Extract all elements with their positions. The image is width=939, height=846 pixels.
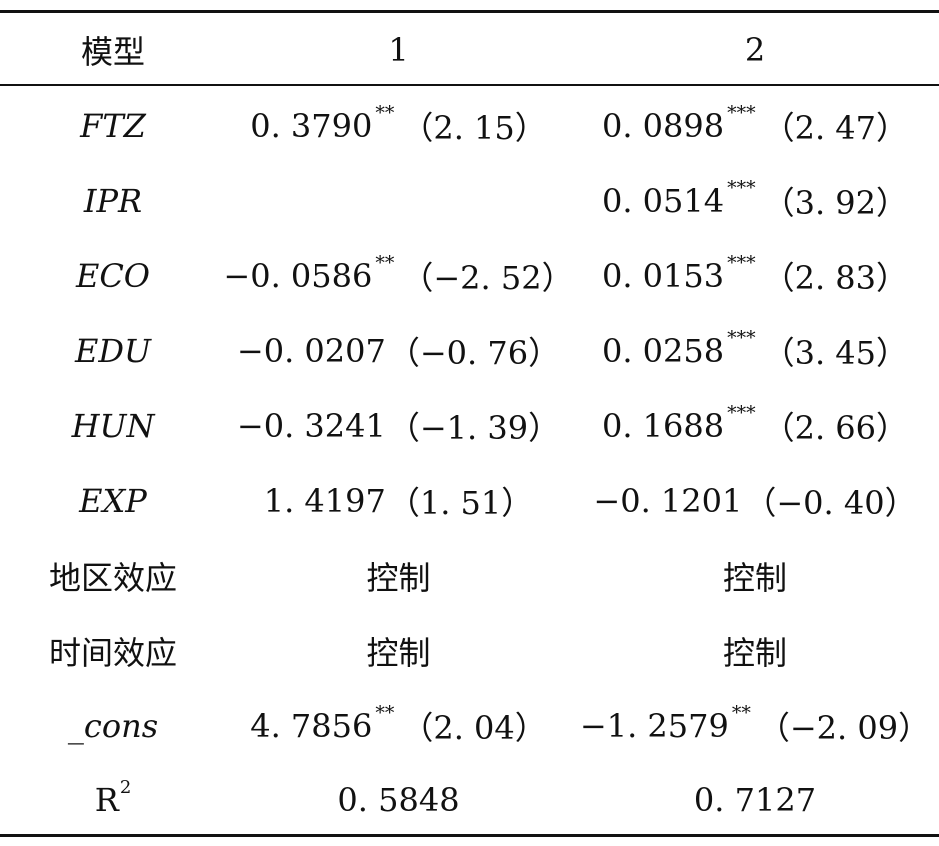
model-1-cell: 控制 bbox=[366, 558, 431, 597]
table-row-ftz: FTZ 0. 3790 ** （2. 15） 0. 0898 *** （2. 47） bbox=[0, 88, 939, 163]
t-statistic: （2. 04） bbox=[401, 708, 547, 747]
header-row: 模型 1 2 bbox=[0, 12, 939, 87]
t-statistic: （1. 51） bbox=[387, 483, 534, 522]
model-2-cell: 0. 0153 *** （2. 83） bbox=[571, 251, 939, 299]
coefficient: −1. 2579 bbox=[579, 706, 729, 745]
model-2-cell: 控制 bbox=[722, 633, 787, 672]
header-col-2: 2 bbox=[744, 30, 766, 69]
r-superscript: 2 bbox=[119, 777, 132, 798]
top-rule bbox=[0, 10, 939, 13]
model-1-cell: −0. 0207 （−0. 76） bbox=[226, 328, 571, 374]
significance-stars: *** bbox=[727, 176, 756, 199]
coefficient: 0. 3790 bbox=[250, 106, 373, 145]
model-1-cell: 1. 4197 （1. 51） bbox=[226, 478, 571, 524]
model-2-cell: 0. 0898 *** （2. 47） bbox=[571, 101, 939, 149]
row-label: 时间效应 bbox=[48, 633, 177, 672]
coefficient: 0. 0898 bbox=[601, 106, 725, 145]
model-1-cell: 4. 7856 ** （2. 04） bbox=[226, 701, 571, 749]
table-row-ipr: IPR 0. 0514 *** （3. 92） bbox=[0, 163, 939, 238]
t-statistic: （−1. 39） bbox=[387, 408, 561, 447]
table-row-time-effect: 时间效应 控制 控制 bbox=[0, 613, 939, 688]
model-2-cell: 控制 bbox=[722, 558, 787, 597]
model-1-cell: 控制 bbox=[366, 633, 431, 672]
row-label: 地区效应 bbox=[48, 558, 177, 597]
model-2-cell: −0. 1201 （−0. 40） bbox=[571, 478, 939, 524]
bottom-rule bbox=[0, 834, 939, 837]
t-statistic: （2. 15） bbox=[401, 108, 547, 147]
model-2-cell: 0. 0514 *** （3. 92） bbox=[571, 176, 939, 224]
significance-stars: ** bbox=[375, 701, 395, 724]
significance-stars: ** bbox=[375, 251, 395, 274]
row-label: _cons bbox=[67, 706, 159, 745]
row-label: ECO bbox=[75, 256, 151, 295]
header-col-1: 1 bbox=[388, 30, 409, 69]
t-statistic: （3. 92） bbox=[762, 183, 909, 222]
row-label: IPR bbox=[83, 181, 143, 220]
coefficient: −0. 0207 bbox=[236, 331, 386, 370]
table-row-region-effect: 地区效应 控制 控制 bbox=[0, 538, 939, 613]
model-2-cell: 0. 1688 *** （2. 66） bbox=[571, 401, 939, 449]
model-1-cell: −0. 0586 ** （−2. 52） bbox=[223, 251, 574, 299]
significance-stars: ** bbox=[375, 101, 395, 124]
table-row-cons: _cons 4. 7856 ** （2. 04） −1. 2579 ** （−2. 09… bbox=[0, 688, 939, 763]
coefficient: 0. 1688 bbox=[601, 406, 725, 445]
model-1-cell: 0. 5848 bbox=[337, 780, 460, 819]
t-statistic: （2. 83） bbox=[762, 258, 909, 297]
t-statistic: （−2. 09） bbox=[757, 708, 931, 747]
t-statistic: （−0. 40） bbox=[744, 483, 917, 522]
coefficient: 4. 7856 bbox=[250, 706, 373, 745]
significance-stars: *** bbox=[727, 401, 756, 424]
coefficient: 0. 0514 bbox=[601, 181, 725, 220]
coefficient: 0. 0258 bbox=[601, 331, 725, 370]
r-label: R bbox=[94, 780, 119, 819]
model-2-cell: 0. 7127 bbox=[693, 780, 817, 819]
row-label: FTZ bbox=[80, 106, 146, 145]
t-statistic: （−2. 52） bbox=[401, 258, 574, 297]
header-rule bbox=[0, 84, 939, 86]
t-statistic: （2. 47） bbox=[762, 108, 909, 147]
model-2-cell: −1. 2579 ** （−2. 09） bbox=[571, 701, 939, 749]
significance-stars: ** bbox=[731, 701, 751, 724]
row-label: EDU bbox=[75, 331, 151, 370]
significance-stars: *** bbox=[727, 251, 756, 274]
header-model-label: 模型 bbox=[80, 32, 145, 71]
significance-stars: *** bbox=[727, 326, 756, 349]
coefficient: 1. 4197 bbox=[263, 481, 386, 520]
t-statistic: （3. 45） bbox=[762, 333, 909, 372]
coefficient: 0. 0153 bbox=[601, 256, 725, 295]
model-1-cell: −0. 3241 （−1. 39） bbox=[226, 403, 571, 449]
row-label: HUN bbox=[71, 406, 155, 445]
t-statistic: （−0. 76） bbox=[387, 333, 561, 372]
table-row-edu: EDU −0. 0207 （−0. 76） 0. 0258 *** （3. 45） bbox=[0, 313, 939, 388]
row-label: EXP bbox=[79, 481, 147, 520]
significance-stars: *** bbox=[727, 101, 756, 124]
table-row-exp: EXP 1. 4197 （1. 51） −0. 1201 （−0. 40） bbox=[0, 463, 939, 538]
model-1-cell: 0. 3790 ** （2. 15） bbox=[226, 101, 571, 149]
coefficient: −0. 0586 bbox=[223, 256, 373, 295]
model-2-cell: 0. 0258 *** （3. 45） bbox=[571, 326, 939, 374]
table-row-hun: HUN −0. 3241 （−1. 39） 0. 1688 *** （2. 66） bbox=[0, 388, 939, 463]
coefficient: −0. 1201 bbox=[593, 481, 743, 520]
table-row-eco: ECO −0. 0586 ** （−2. 52） 0. 0153 *** （2. 83） bbox=[0, 238, 939, 313]
coefficient: −0. 3241 bbox=[236, 406, 386, 445]
t-statistic: （2. 66） bbox=[762, 408, 909, 447]
